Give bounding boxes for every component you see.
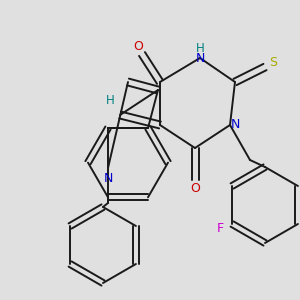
Text: O: O — [190, 182, 200, 196]
Text: N: N — [230, 118, 240, 131]
Text: O: O — [133, 40, 143, 52]
Text: N: N — [103, 172, 113, 184]
Text: H: H — [106, 94, 114, 107]
Text: F: F — [217, 221, 224, 235]
Text: H: H — [196, 41, 204, 55]
Text: N: N — [195, 52, 205, 64]
Text: S: S — [269, 56, 277, 68]
